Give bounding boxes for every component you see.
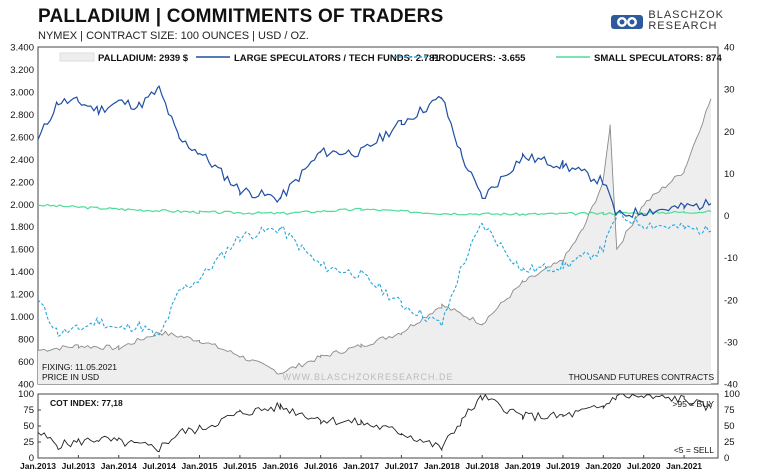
sub-y-left-tick-label: 0 <box>29 453 34 464</box>
brand-logo: BLASCHZOK RESEARCH <box>610 9 724 33</box>
x-tick-label: Jul.2019 <box>546 461 580 471</box>
cot-index-label: COT INDEX: 77,18 <box>50 398 123 408</box>
fixing-note: FIXING: 11.05.2021 <box>42 362 117 372</box>
small-speculators-line <box>37 203 712 216</box>
x-tick-label: Jul.2020 <box>627 461 661 471</box>
x-tick-label: Jan.2017 <box>343 461 379 471</box>
sub-y-right-tick-label: 25 <box>724 437 735 448</box>
y-right-tick-label: -20 <box>724 295 738 306</box>
sell-threshold-label: <5 = SELL <box>674 445 714 455</box>
y-left-tick-label: 2.400 <box>10 155 34 166</box>
legend-swatch-price <box>59 52 95 62</box>
y-right-tick-label: 0 <box>724 211 729 222</box>
x-tick-label: Jan.2020 <box>585 461 621 471</box>
x-tick-label: Jul.2018 <box>465 461 499 471</box>
brand-seal-icon <box>611 15 644 29</box>
contracts-label: THOUSAND FUTURES CONTRACTS <box>569 372 715 382</box>
y-left-tick-label: 2.600 <box>10 132 34 143</box>
cot-index-line <box>37 393 712 453</box>
brand-line-1: BLASCHZOK <box>648 9 724 21</box>
y-right-tick-label: 40 <box>724 43 735 54</box>
legend-entry: SMALL SPECULATORS: 874 <box>594 53 722 64</box>
sub-y-right-tick-label: 100 <box>724 389 740 400</box>
chart-subtitle: NYMEX | CONTRACT SIZE: 100 OUNCES | USD … <box>38 30 309 42</box>
watermark: WWW.BLASCHZOKRESEARCH.DE <box>282 372 453 382</box>
x-tick-label: Jan.2019 <box>505 461 541 471</box>
price-area <box>38 98 712 385</box>
y-right-tick-label: 10 <box>724 169 735 180</box>
x-tick-label: Jul.2013 <box>62 461 96 471</box>
price-unit-note: PRICE IN USD <box>42 372 99 382</box>
sub-y-left-tick-label: 50 <box>23 421 34 432</box>
x-tick-label: Jan.2013 <box>20 461 56 471</box>
legend-entry: LARGE SPECULATORS / TECH FUNDS: 2.781 <box>234 53 440 64</box>
sub-plot-frame <box>37 393 719 459</box>
x-tick-label: Jul.2017 <box>385 461 419 471</box>
x-tick-label: Jul.2015 <box>223 461 257 471</box>
sub-y-right-tick-label: 50 <box>724 421 735 432</box>
y-left-tick-label: 1.800 <box>10 222 34 233</box>
sub-y-left-tick-label: 25 <box>23 437 34 448</box>
y-left-tick-label: 1.600 <box>10 245 34 256</box>
buy-threshold-label: >95 = BUY <box>672 399 714 409</box>
price-line <box>37 98 712 375</box>
x-tick-label: Jan.2021 <box>666 461 702 471</box>
y-left-tick-label: 600 <box>18 357 34 368</box>
sub-y-left-tick-label: 100 <box>18 389 34 400</box>
y-right-tick-label: 30 <box>724 85 735 96</box>
y-left-tick-label: 400 <box>18 380 34 391</box>
y-left-tick-label: 800 <box>18 335 34 346</box>
y-right-tick-label: 20 <box>724 127 735 138</box>
y-left-tick-label: 3.000 <box>10 87 34 98</box>
y-left-tick-label: 2.800 <box>10 110 34 121</box>
x-tick-label: Jan.2016 <box>262 461 298 471</box>
x-tick-label: Jan.2015 <box>182 461 218 471</box>
y-left-tick-label: 3.200 <box>10 65 34 76</box>
y-left-tick-label: 1.200 <box>10 290 34 301</box>
x-tick-label: Jan.2018 <box>424 461 460 471</box>
sub-y-left-tick-label: 75 <box>23 405 34 416</box>
y-left-tick-label: 1.400 <box>10 267 34 278</box>
sub-y-right-tick-label: 75 <box>724 405 735 416</box>
y-left-tick-label: 1.000 <box>10 312 34 323</box>
chart-title: PALLADIUM | COMMITMENTS OF TRADERS <box>38 6 444 27</box>
y-left-tick-label: 2.200 <box>10 177 34 188</box>
legend-entry: PALLADIUM: 2939 $ <box>98 53 189 64</box>
large-speculators-line <box>37 85 712 219</box>
x-tick-label: Jul.2016 <box>304 461 338 471</box>
y-right-tick-label: -10 <box>724 253 738 264</box>
y-right-tick-label: -30 <box>724 337 738 348</box>
sub-y-right-tick-label: 0 <box>724 453 729 464</box>
producers-line <box>37 211 712 338</box>
x-tick-label: Jul.2014 <box>142 461 176 471</box>
y-left-tick-label: 2.000 <box>10 200 34 211</box>
y-right-tick-label: -40 <box>724 380 738 391</box>
legend-entry: PRODUCERS: -3.655 <box>432 53 526 64</box>
x-tick-label: Jan.2014 <box>101 461 137 471</box>
brand-line-2: RESEARCH <box>648 20 718 32</box>
y-left-tick-label: 3.400 <box>10 43 34 54</box>
